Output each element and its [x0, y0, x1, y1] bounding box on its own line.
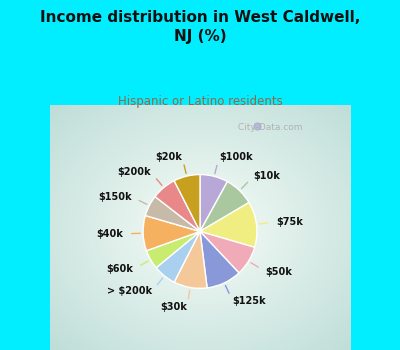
Text: $150k: $150k: [98, 192, 132, 202]
Wedge shape: [155, 181, 200, 231]
Wedge shape: [174, 231, 207, 288]
Wedge shape: [200, 231, 255, 273]
Text: > $200k: > $200k: [107, 286, 152, 296]
Text: $20k: $20k: [155, 152, 182, 162]
Wedge shape: [200, 182, 249, 231]
Text: $75k: $75k: [276, 217, 303, 227]
Wedge shape: [200, 231, 239, 288]
Wedge shape: [200, 175, 228, 231]
Text: $10k: $10k: [253, 172, 280, 181]
Wedge shape: [156, 231, 200, 282]
Text: $125k: $125k: [233, 296, 266, 306]
Text: Hispanic or Latino residents: Hispanic or Latino residents: [118, 94, 282, 107]
Text: City-Data.com: City-Data.com: [235, 123, 302, 132]
Text: $200k: $200k: [118, 167, 151, 177]
Wedge shape: [146, 231, 200, 268]
Text: $100k: $100k: [219, 152, 253, 162]
Wedge shape: [200, 203, 257, 247]
Text: Income distribution in West Caldwell,
NJ (%): Income distribution in West Caldwell, NJ…: [40, 10, 360, 44]
Wedge shape: [174, 175, 200, 231]
Wedge shape: [143, 216, 200, 251]
Text: $60k: $60k: [106, 265, 134, 274]
Wedge shape: [145, 197, 200, 231]
Text: $50k: $50k: [265, 266, 292, 277]
Text: $40k: $40k: [96, 229, 123, 239]
Text: $30k: $30k: [160, 302, 187, 312]
